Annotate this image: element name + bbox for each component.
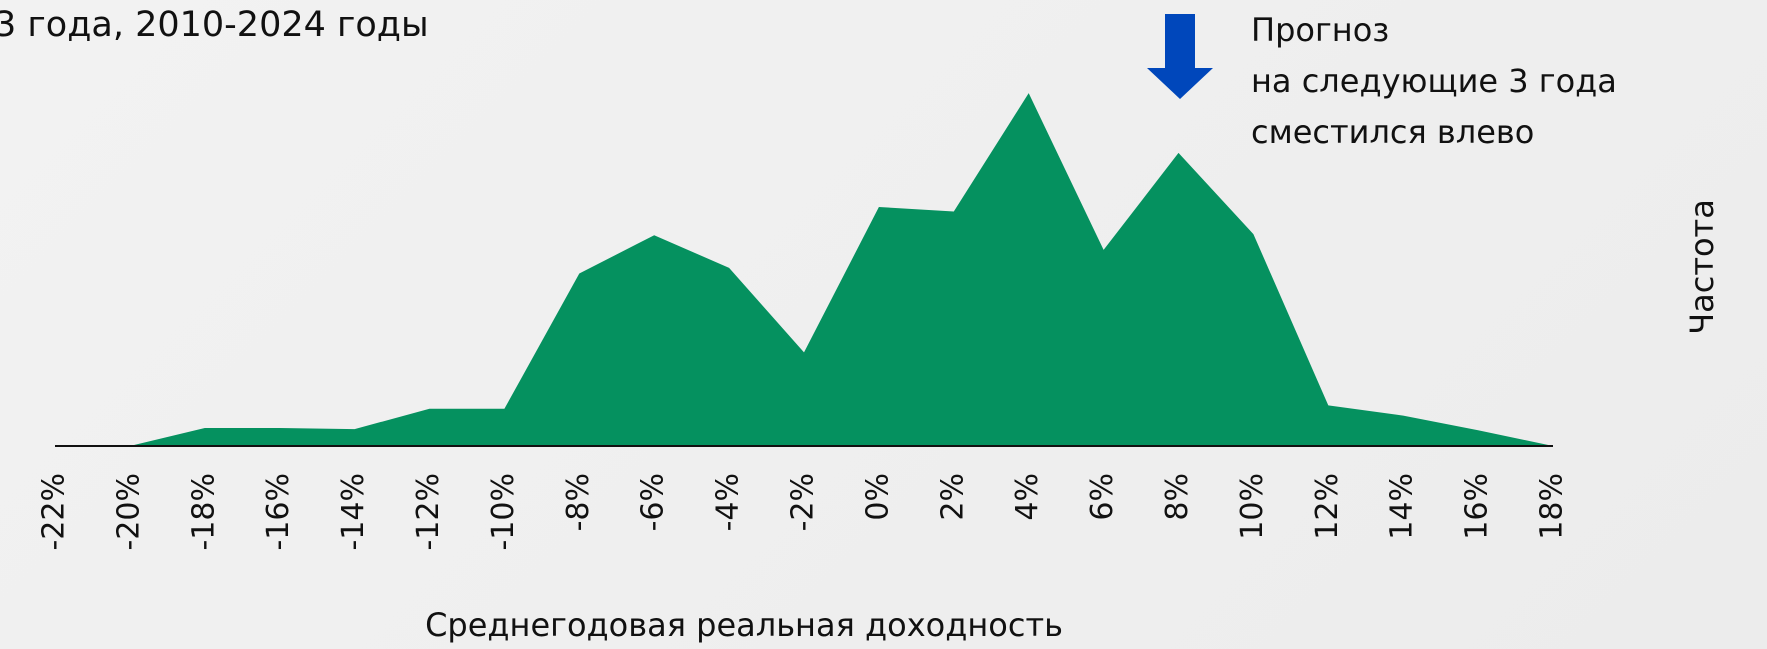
- x-tick-label: -2%: [786, 473, 821, 531]
- annotation-arrow: [1147, 14, 1213, 99]
- x-tick-label: 12%: [1310, 473, 1345, 540]
- annotation-line: на следующие 3 года: [1251, 62, 1617, 100]
- x-tick-label: -20%: [111, 473, 146, 551]
- x-tick-label: -14%: [336, 473, 371, 551]
- chart-title: 3 года, 2010-2024 годы: [0, 5, 429, 45]
- x-tick-label: 10%: [1235, 473, 1270, 540]
- x-tick-label: 6%: [1085, 473, 1120, 521]
- x-tick-label: 8%: [1160, 473, 1195, 521]
- x-tick-label: -8%: [561, 473, 596, 531]
- annotation: Прогноз на следующие 3 года сместился влев…: [1251, 11, 1617, 151]
- x-tick-label: 18%: [1535, 473, 1570, 540]
- x-tick-label: -18%: [186, 473, 221, 551]
- x-axis-label: Среднегодовая реальная доходность: [425, 606, 1063, 644]
- x-tick-label: 0%: [860, 473, 895, 521]
- x-tick-label: -4%: [711, 473, 746, 531]
- x-tick-label: -6%: [636, 473, 671, 531]
- x-tick-label: -22%: [37, 473, 72, 551]
- area: [55, 93, 1553, 446]
- x-tick-label: 2%: [935, 473, 970, 521]
- x-tick-label: -12%: [411, 473, 446, 551]
- annotation-line: Прогноз: [1251, 11, 1389, 49]
- x-tick-label: -10%: [486, 473, 521, 551]
- x-tick-label: 14%: [1385, 473, 1420, 540]
- x-tick-label: 16%: [1460, 473, 1495, 540]
- x-tick-label: 4%: [1010, 473, 1045, 521]
- x-tick-label: -16%: [261, 473, 296, 551]
- annotation-line: сместился влево: [1251, 113, 1534, 151]
- y-axis-label: Частота: [1683, 199, 1721, 335]
